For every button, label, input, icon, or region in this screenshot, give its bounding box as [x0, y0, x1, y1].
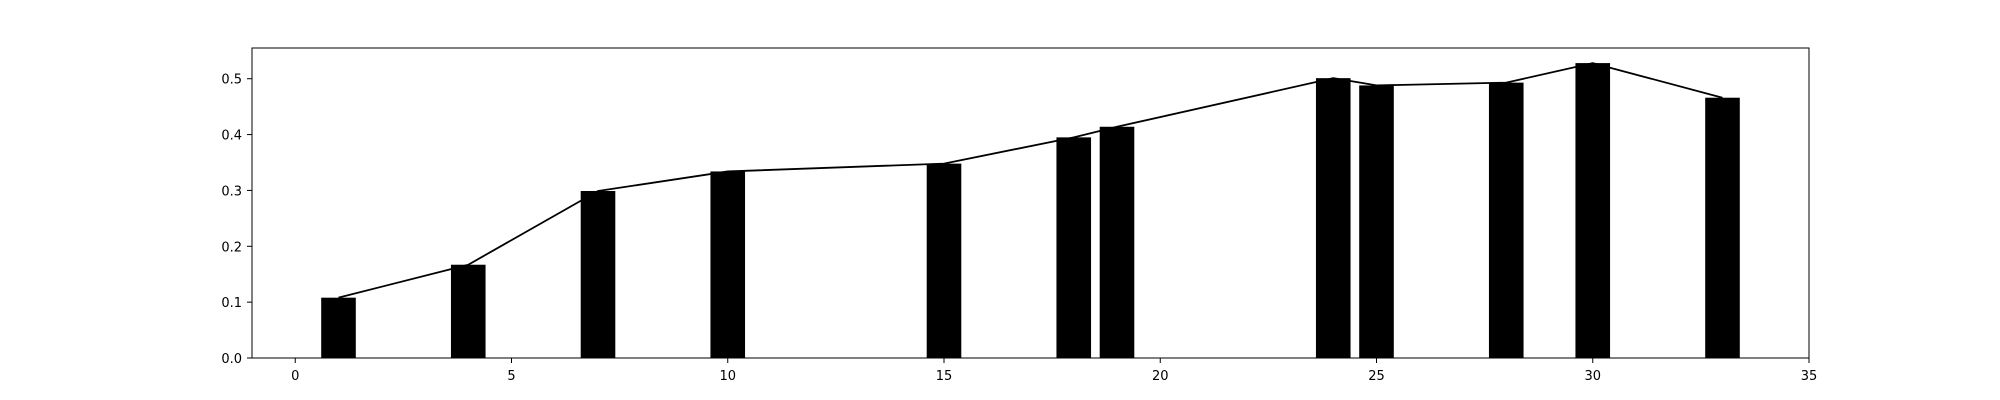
y-tick-label: 0.3	[221, 184, 242, 199]
x-tick-label: 5	[507, 369, 515, 384]
y-tick-label: 0.2	[221, 240, 242, 255]
x-tick-label: 30	[1584, 369, 1601, 384]
bar	[1315, 78, 1351, 358]
y-axis: 0.0 0.1 0.2 0.3 0.4 0.5	[221, 73, 252, 367]
bar	[1056, 137, 1092, 358]
y-tick-label: 0.0	[221, 352, 242, 367]
x-tick-label: 35	[1801, 369, 1818, 384]
x-tick-label: 0	[291, 369, 299, 384]
x-axis: 0 5 10 15 20 25 30 35	[291, 358, 1817, 384]
bar	[1099, 126, 1135, 358]
y-tick-label: 0.1	[221, 296, 242, 311]
x-tick-label: 20	[1152, 369, 1169, 384]
bar	[1488, 82, 1524, 358]
bar	[1359, 85, 1394, 359]
bar	[710, 171, 746, 358]
bar	[1575, 63, 1611, 358]
bar	[926, 163, 962, 358]
bar	[321, 297, 356, 358]
y-tick-label: 0.4	[221, 129, 242, 144]
bar	[1705, 97, 1740, 359]
y-tick-label: 0.5	[221, 73, 242, 88]
plot-frame	[251, 47, 1810, 359]
bars-layer	[321, 63, 1740, 359]
x-tick-label: 10	[719, 369, 736, 384]
x-tick-label: 15	[936, 369, 953, 384]
line-layer	[338, 62, 1723, 299]
series-line	[338, 62, 1723, 299]
axes-layer	[251, 47, 1810, 359]
bar	[580, 190, 616, 358]
bar	[450, 264, 486, 358]
x-tick-label: 25	[1368, 369, 1385, 384]
